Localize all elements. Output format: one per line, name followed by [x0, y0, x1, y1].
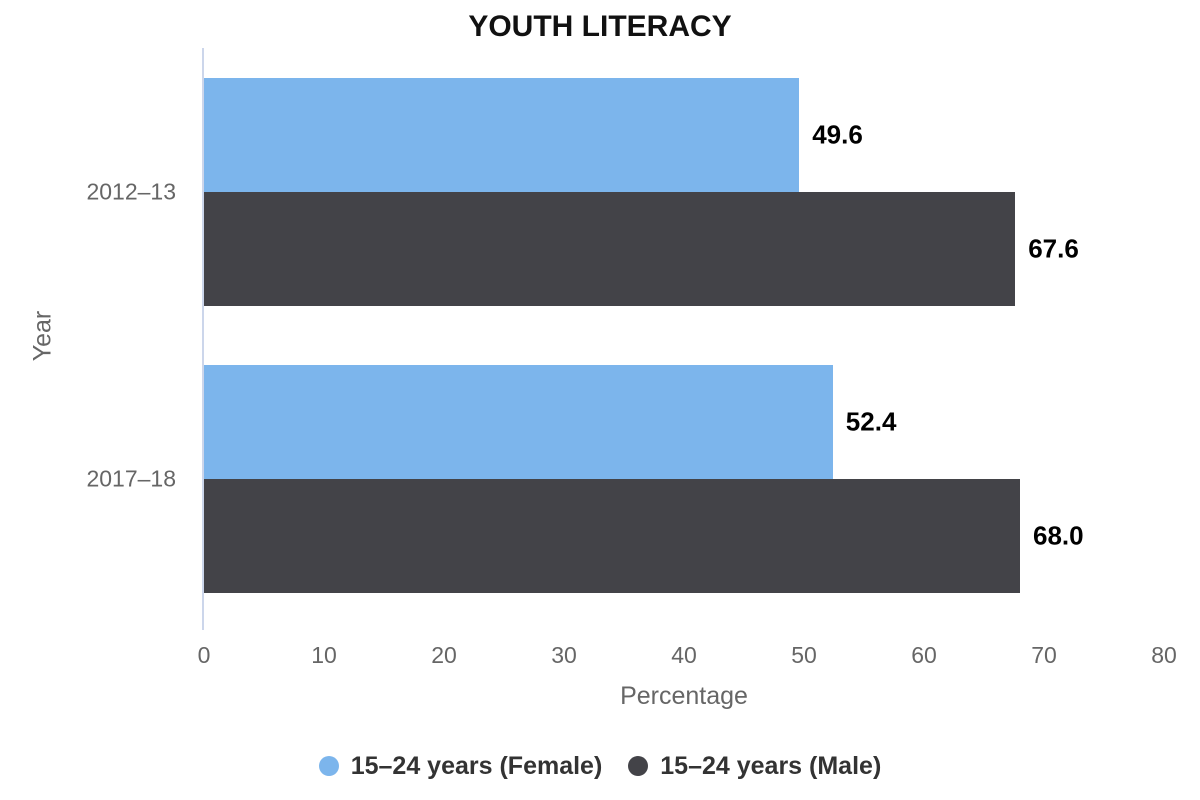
legend-label: 15–24 years (Male) — [660, 751, 882, 780]
x-axis-zero-tick — [202, 622, 204, 630]
category-label-2012-13: 2012–13 — [86, 178, 176, 204]
plot-area: 49.6 67.6 52.4 68.0 — [202, 48, 1164, 630]
y-axis-line — [202, 48, 204, 622]
x-tick-label-80: 80 — [1151, 642, 1177, 668]
x-tick-label-60: 60 — [911, 642, 937, 668]
x-axis-title: Percentage — [620, 682, 748, 710]
bar-value-label: 49.6 — [812, 119, 863, 149]
x-tick-label-50: 50 — [791, 642, 817, 668]
bar-value-label: 67.6 — [1028, 233, 1079, 263]
legend-marker-icon — [318, 756, 339, 776]
x-tick-label-10: 10 — [311, 642, 337, 668]
x-tick-label-30: 30 — [551, 642, 577, 668]
legend-label: 15–24 years (Female) — [350, 751, 603, 780]
bar-15-24-years-female-2017-18[interactable] — [204, 364, 833, 479]
x-tick-label-20: 20 — [431, 642, 457, 668]
legend-item-15-24-years-male[interactable]: 15–24 years (Male) — [628, 752, 881, 781]
category-label-2017-18: 2017–18 — [86, 465, 176, 491]
x-tick-label-70: 70 — [1031, 642, 1057, 668]
chart-title: YOUTH LITERACY — [468, 10, 732, 43]
legend-marker-icon — [628, 756, 649, 776]
bar-value-label: 52.4 — [845, 406, 897, 436]
bar-15-24-years-female-2012-13[interactable] — [204, 77, 800, 192]
x-tick-label-0: 0 — [197, 642, 211, 668]
bar-15-24-years-male-2017-18[interactable] — [204, 478, 1020, 593]
x-tick-label-40: 40 — [671, 642, 697, 668]
bar-value-label: 68.0 — [1033, 520, 1084, 550]
legend: 15–24 years (Female) 15–24 years (Male) — [0, 748, 1200, 784]
y-axis-title: Year — [28, 310, 57, 362]
bar-15-24-years-male-2012-13[interactable] — [204, 191, 1016, 306]
legend-item-15-24-years-female[interactable]: 15–24 years (Female) — [318, 751, 603, 781]
